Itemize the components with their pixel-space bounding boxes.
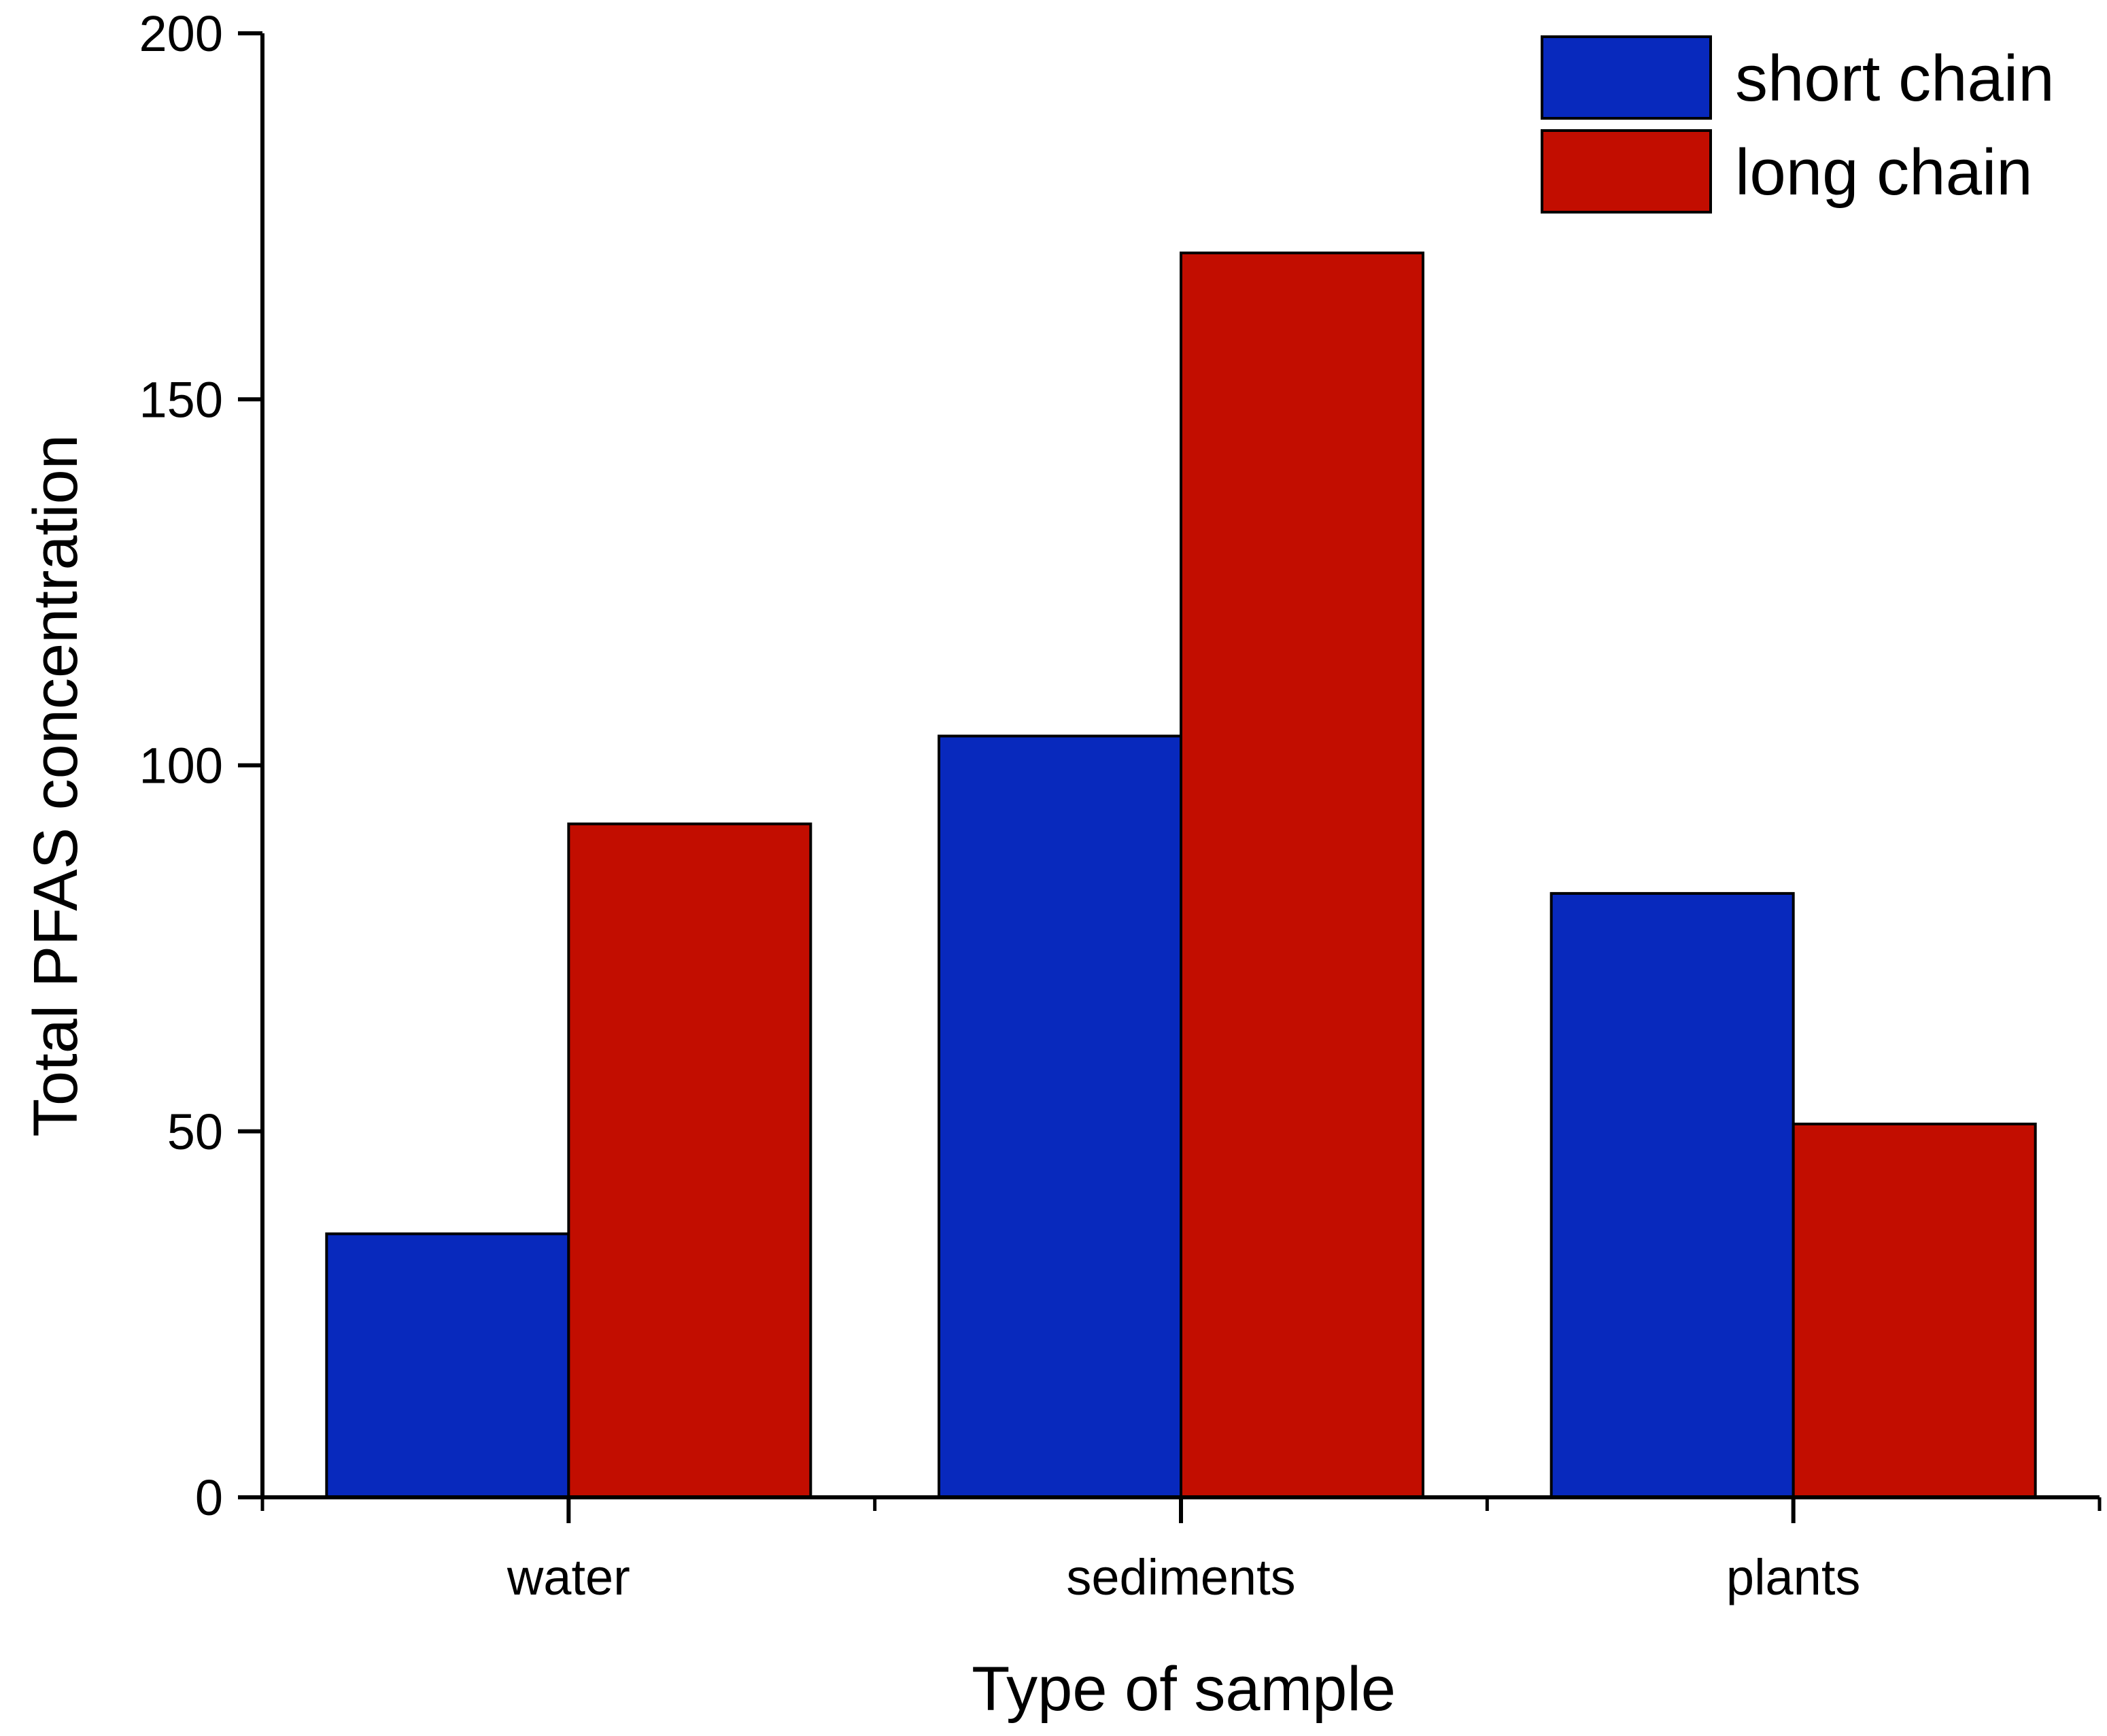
y-axis-title: Total PFAS concentration bbox=[21, 435, 90, 1137]
x-ticks-group: water sediments plants bbox=[260, 1497, 2102, 1605]
bar-water-long-chain bbox=[567, 822, 812, 1499]
x-tick-label: plants bbox=[1726, 1549, 1860, 1605]
y-tick-label: 100 bbox=[139, 738, 223, 794]
x-tick-label: sediments bbox=[1066, 1549, 1295, 1605]
bar-plants-long-chain bbox=[1792, 1122, 2037, 1499]
legend-label-long-chain: long chain bbox=[1735, 136, 2033, 209]
x-tick-label: water bbox=[507, 1549, 630, 1605]
y-tick-label: 150 bbox=[139, 371, 223, 428]
bar-sediments-short-chain bbox=[938, 734, 1182, 1499]
x-axis-title: Type of sample bbox=[972, 1654, 1396, 1724]
legend-label-short-chain: short chain bbox=[1735, 42, 2055, 115]
legend-swatch-short-chain bbox=[1541, 35, 1712, 120]
bar-sediments-long-chain bbox=[1180, 251, 1424, 1499]
bars-group bbox=[325, 251, 2037, 1499]
y-tick-label: 50 bbox=[167, 1104, 223, 1160]
bar-plants-short-chain bbox=[1549, 891, 1795, 1499]
y-ticks-group: 0 50 100 150 200 bbox=[139, 5, 262, 1526]
bar-water-short-chain bbox=[325, 1232, 570, 1499]
legend-swatch-long-chain bbox=[1541, 129, 1712, 214]
y-tick-label: 0 bbox=[195, 1469, 223, 1526]
y-tick-label: 200 bbox=[139, 5, 223, 62]
legend: short chain long chain bbox=[1541, 35, 2055, 214]
